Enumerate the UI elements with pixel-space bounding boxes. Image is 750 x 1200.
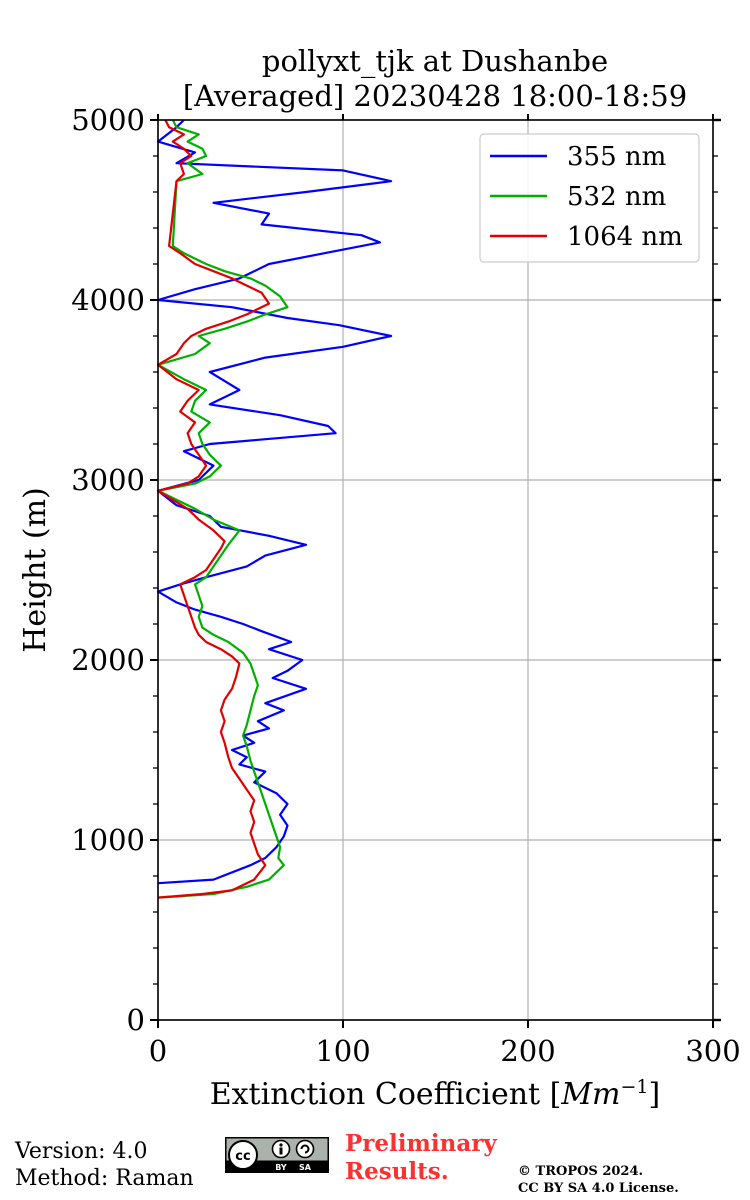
chart-title-line1: pollyxt_tjk at Dushanbe [262, 44, 608, 79]
chart-title-line2: [Averaged] 20230428 18:00-18:59 [183, 79, 687, 113]
y-tick-label: 5000 [71, 103, 145, 137]
preliminary-results-line1: Preliminary [345, 1130, 497, 1157]
series-line-1064-nm [156, 119, 271, 899]
x-axis-label: Extinction Coefficient [Mm−1] [210, 1076, 661, 1112]
series-layer [156, 119, 393, 899]
legend: 355 nm 532 nm 1064 nm [479, 133, 700, 263]
y-tick-label: 1000 [71, 823, 145, 857]
y-axis-label: Height (m) [18, 487, 53, 652]
legend-box [479, 133, 700, 263]
by-label: BY [275, 1163, 287, 1172]
series-line-355-nm [156, 119, 393, 885]
copyright-line1: © TROPOS 2024. [518, 1164, 644, 1179]
legend-label: 1064 nm [567, 222, 683, 252]
legend-label: 532 nm [567, 182, 666, 212]
y-tick-label: 0 [127, 1003, 145, 1037]
series-line-532-nm [156, 119, 289, 899]
y-tick-label: 2000 [71, 643, 145, 677]
sa-label: SA [299, 1163, 312, 1172]
y-tick-label: 4000 [71, 283, 145, 317]
copyright-line2: CC BY SA 4.0 License. [518, 1181, 679, 1196]
series-clip-group [156, 119, 393, 899]
x-tick-label: 200 [500, 1034, 555, 1068]
cc-by-sa-license-icon: cc BY SA [225, 1137, 329, 1173]
legend-label: 355 nm [567, 142, 666, 172]
y-tick-label: 3000 [71, 463, 145, 497]
method-text: Method: Raman [15, 1166, 194, 1191]
x-tick-label: 300 [685, 1034, 740, 1068]
x-tick-label: 100 [315, 1034, 370, 1068]
version-text: Version: 4.0 [15, 1139, 148, 1164]
preliminary-results-line2: Results. [345, 1158, 449, 1185]
cc-label: cc [235, 1149, 250, 1164]
x-tick-label: 0 [149, 1034, 167, 1068]
axes-frame [157, 119, 714, 1021]
